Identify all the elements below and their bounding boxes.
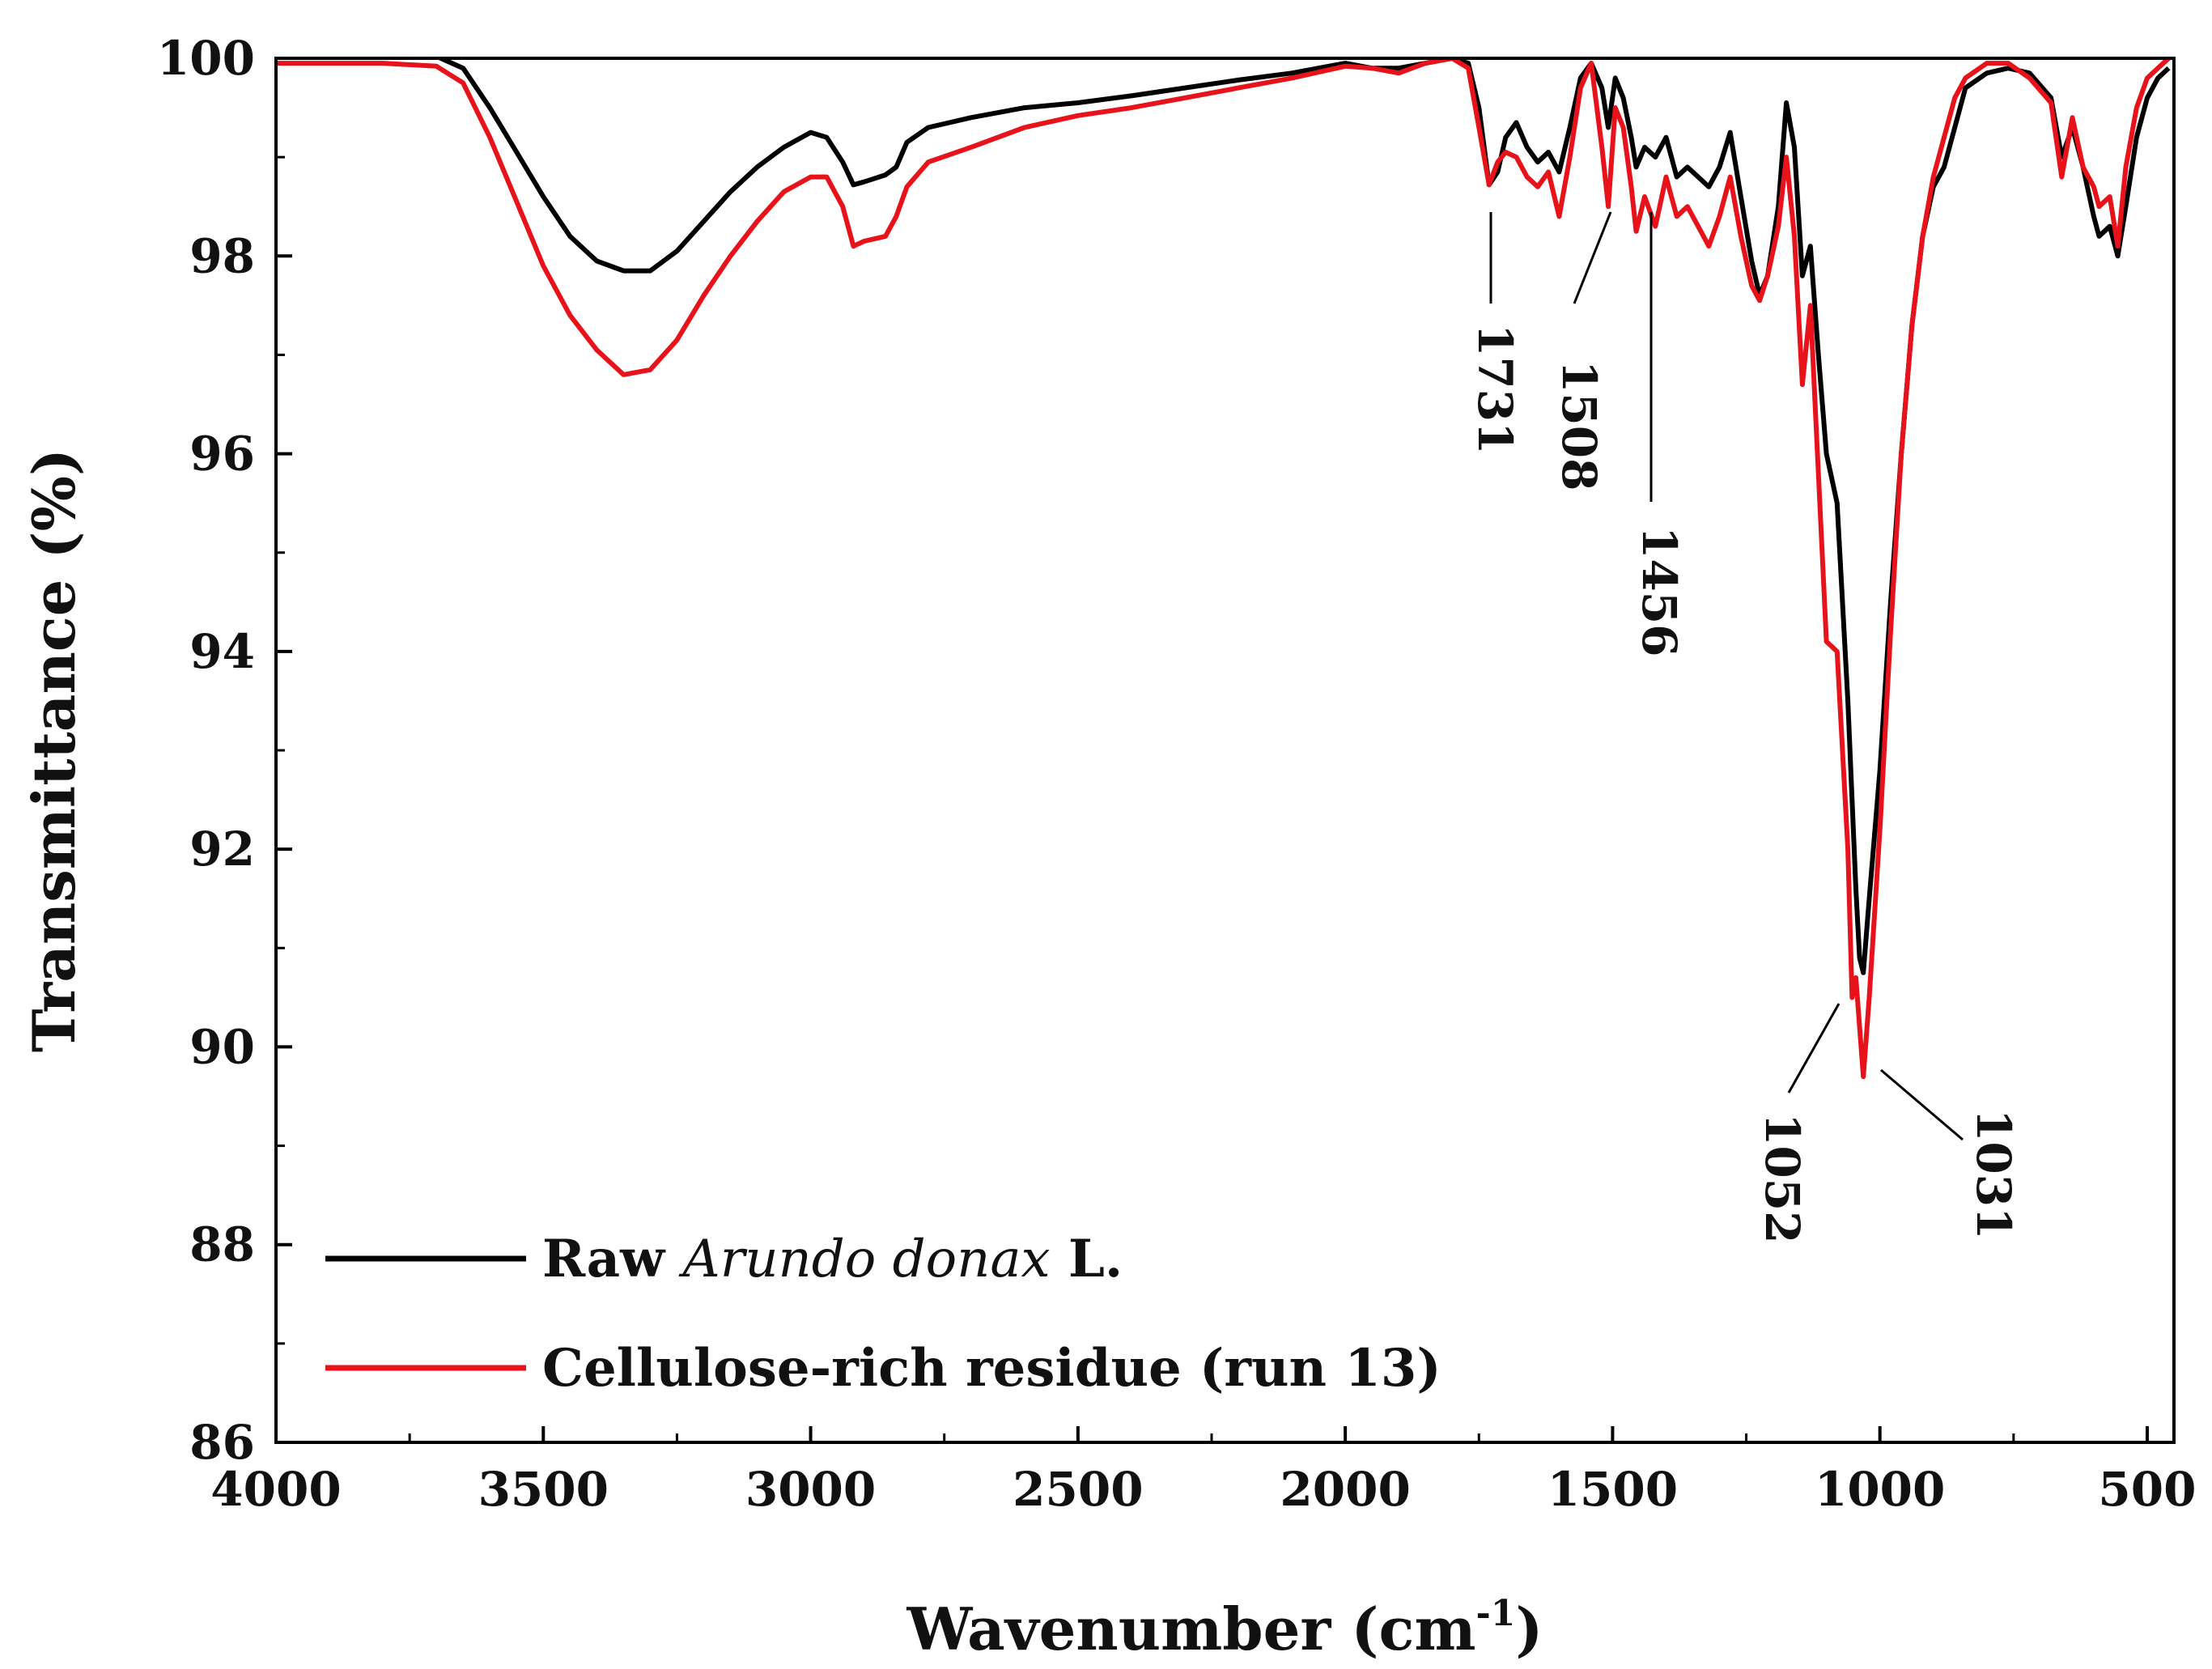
legend: Raw Arundo donax L. Cellulose-rich residu… [325,1229,1441,1399]
y-tick-label-7: 86 [189,1415,255,1470]
peak-leader-1508 [1573,211,1612,304]
y-tick-label-4: 92 [189,822,255,877]
y-axis-title: Transmittance (%) [19,448,88,1052]
axes: 4000 3500 3000 2500 2000 1500 1000 500 100 98 96 94… [19,31,2197,1663]
peak-leader-1052 [1787,1003,1841,1094]
x-tick-label-0: 4000 [210,1462,341,1517]
y-tick-label-5: 90 [189,1019,255,1074]
x-tick-label-5: 1500 [1548,1462,1678,1517]
x-tick-label-1: 3500 [478,1462,609,1517]
peak-label-1031: 1031 [1966,1109,2021,1239]
series-line-1 [276,58,2171,1080]
series-line-0 [358,58,2171,975]
peak-label-1731: 1731 [1467,324,1522,454]
y-tick-label-1: 98 [189,228,255,283]
legend-label-0: Raw Arundo donax L. [542,1229,1123,1289]
y-tick-label-2: 96 [189,427,255,482]
peak-label-1052: 1052 [1755,1113,1810,1243]
x-tick-label-6: 1000 [1815,1462,1945,1517]
annotation-layer: 1731 1508 1456 1052 1031 [1467,211,2021,1243]
y-tick-label-6: 88 [189,1217,255,1272]
x-tick-label-4: 2000 [1280,1462,1410,1517]
peak-label-1456: 1456 [1632,526,1687,656]
x-tick-label-2: 3000 [745,1462,876,1517]
peak-label-1508: 1508 [1552,360,1607,491]
x-tick-label-7: 500 [2098,1462,2196,1517]
peak-leader-1031 [1880,1068,1964,1141]
y-tick-label-3: 94 [189,624,255,679]
x-axis-title: Wavenumber (cm-1) [906,1593,1543,1663]
y-tick-label-0: 100 [157,31,255,86]
series-layer [276,58,2171,1080]
legend-label-1: Cellulose-rich residue (run 13) [542,1338,1441,1399]
x-tick-label-3: 2500 [1013,1462,1143,1517]
